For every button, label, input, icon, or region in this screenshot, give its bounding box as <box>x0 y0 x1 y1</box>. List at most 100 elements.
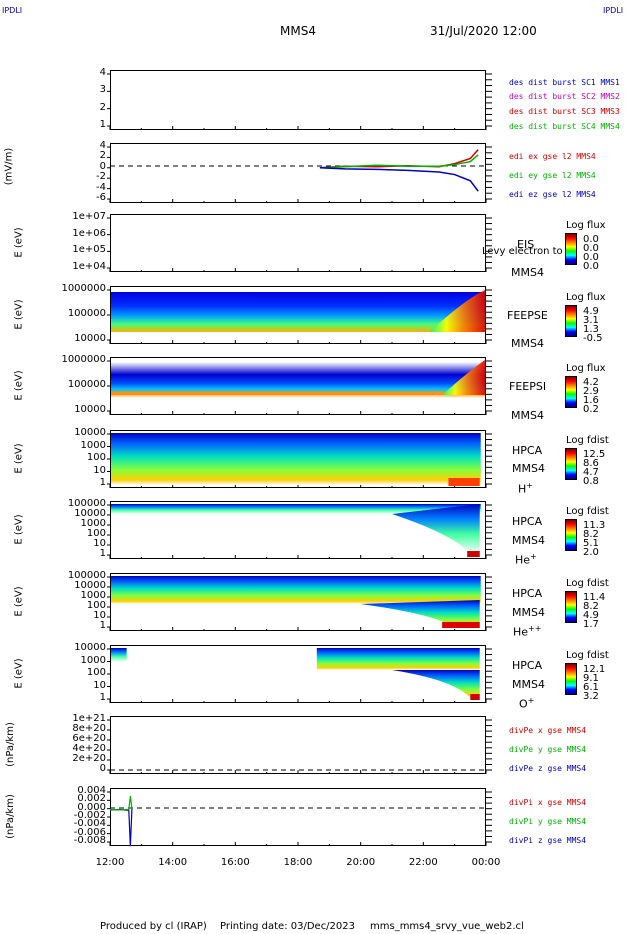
cbar-feepsi-v3: 0.2 <box>583 404 599 415</box>
xtick-label: 20:00 <box>346 857 376 868</box>
cbar-h-v2: 4.7 <box>583 467 599 478</box>
xtick-label: 14:00 <box>158 857 188 868</box>
xtick-label: 18:00 <box>283 857 313 868</box>
legend-edi-ey: edi ey gse l2 MMS4 <box>509 171 596 180</box>
ylabel-feepsi: E (eV) <box>13 370 25 401</box>
feepsi-orange-band <box>111 392 485 395</box>
colorbar-hpca-h <box>565 448 577 480</box>
ylabel-div-pi: (nPa/km) <box>4 794 16 839</box>
cbar-he-v1: 8.2 <box>583 529 599 540</box>
y-tick-label: 1000 <box>80 590 106 601</box>
legend-divpi-x: divPi x gse MMS4 <box>509 798 587 807</box>
cbar-title-hpca-h: Log fdist <box>566 435 609 446</box>
y-tick-label: -0.006 <box>73 826 106 838</box>
cbar-o-v2: 6.1 <box>583 682 599 693</box>
y-tick-label: 100 <box>86 600 106 611</box>
y-tick-label: 1e+06 <box>72 227 106 239</box>
legend-sc2: des dist burst SC2 MMS2 <box>509 92 620 101</box>
colorbar-eis <box>565 233 577 265</box>
y-tick-label: 10000 <box>74 404 106 415</box>
cbar-h-v1: 8.6 <box>583 458 599 469</box>
y-tick-label: -2 <box>96 171 106 183</box>
species-h: H+ <box>518 481 533 496</box>
eis-overlay-text: Levy electron to <box>482 246 563 257</box>
cbar-title-hpca-o: Log fdist <box>566 650 609 661</box>
y-tick-label: 1e+07 <box>72 211 106 222</box>
hpca-o-hot <box>470 694 480 700</box>
sc-hpca-he: MMS4 <box>512 534 545 547</box>
y-tick-label: 10 <box>93 679 106 691</box>
cbar-o-v0: 12.1 <box>583 664 606 675</box>
legend-divpi-z: divPi z gse MMS4 <box>509 836 587 845</box>
y-tick-label: 100000 <box>67 308 106 319</box>
y-tick-label: 1000 <box>80 654 106 666</box>
inst-hpca-he: HPCA <box>512 515 543 528</box>
ylabel-feepse: E (eV) <box>13 299 25 330</box>
cbar-feepse-v0: 4.9 <box>583 306 599 317</box>
legend-edi-ez: edi ez gse l2 MMS4 <box>509 190 596 199</box>
panel-div-pi <box>110 788 486 846</box>
panel-electric-field <box>110 143 486 203</box>
cbar-feepsi-v1: 2.9 <box>583 386 599 397</box>
inst-hpca-o: HPCA <box>512 659 543 672</box>
legend-divpe-x: divPe x gse MMS4 <box>509 726 587 735</box>
inst-hpca-he2: HPCA <box>512 587 543 600</box>
cbar-title-hpca-he: Log fdist <box>566 506 609 517</box>
cbar-title-eis: Log flux <box>566 220 606 231</box>
legend-sc4: des dist burst SC4 MMS4 <box>509 122 620 131</box>
cbar-h-v3: 0.8 <box>583 476 599 487</box>
xtick-label: 00:00 <box>471 857 501 868</box>
y-tick-label: 10000 <box>74 427 106 438</box>
hpca-o-left-patch <box>111 648 127 662</box>
feepse-spectrogram <box>111 292 485 332</box>
y-tick-label: -6 <box>96 192 106 203</box>
inst-eis: EIS <box>517 238 535 251</box>
hpca-he-tail <box>392 504 480 554</box>
footer-printing-date: Printing date: 03/Dec/2023 <box>220 921 356 932</box>
hpca-o-spectrogram <box>316 648 480 670</box>
sc-feepse: MMS4 <box>511 337 544 350</box>
sc-feepsi: MMS4 <box>511 409 544 422</box>
cbar-title-feepse: Log flux <box>566 292 606 303</box>
cbar-eis-v2: 0.0 <box>583 252 599 263</box>
ylabel-eis: E (eV) <box>13 227 25 258</box>
cbar-eis-v1: 0.0 <box>583 243 599 254</box>
cbar-he2-v3: 1.7 <box>583 619 599 630</box>
hpca-h-spectrogram <box>111 433 481 485</box>
y-tick-label: 100000 <box>67 498 106 509</box>
y-tick-label: 1000000 <box>61 354 106 365</box>
y-tick-label: 10 <box>93 464 106 476</box>
cbar-he-v0: 11.3 <box>583 520 606 531</box>
cbar-he2-v0: 11.4 <box>583 592 606 603</box>
legend-sc1: des dist burst SC1 MMS1 <box>509 78 620 87</box>
ylabel-hpca-h: E (eV) <box>13 443 25 474</box>
hpca-he2-spectrogram <box>111 576 481 604</box>
legend-divpe-z: divPe z gse MMS4 <box>509 764 587 773</box>
footer-produced: Produced by cl (IRAP) <box>100 921 207 932</box>
xtick-label: 12:00 <box>95 857 125 868</box>
feepsi-hot-region <box>442 360 485 395</box>
y-tick-label: 1 <box>99 477 106 488</box>
hpca-he2-tail <box>360 600 480 628</box>
y-tick-label: 6e+20 <box>72 733 106 744</box>
legend-edi-ex: edi ex gse l2 MMS4 <box>509 152 596 161</box>
y-tick-label: 0.004 <box>77 785 106 796</box>
efield-series-line <box>319 154 479 169</box>
colorbar-hpca-o <box>565 663 577 695</box>
y-tick-label: 0 <box>99 160 106 172</box>
y-tick-label: 4e+20 <box>72 743 106 754</box>
y-tick-label: 100 <box>86 528 106 539</box>
y-tick-label: 8e+20 <box>72 723 106 734</box>
cbar-eis-v3: 0.0 <box>583 261 599 272</box>
y-tick-label: 10000 <box>74 508 106 519</box>
ylabel-hpca-he2: E (eV) <box>13 586 25 617</box>
y-tick-label: 1e+04 <box>72 261 106 272</box>
cbar-he2-v1: 8.2 <box>583 601 599 612</box>
y-tick-label: 0 <box>99 763 106 774</box>
species-he2: He++ <box>513 624 542 639</box>
colorbar-feepsi <box>565 376 577 408</box>
cbar-feepsi-v0: 4.2 <box>583 377 599 388</box>
colorbar-hpca-he2 <box>565 591 577 623</box>
y-tick-label: -0.002 <box>73 810 106 821</box>
